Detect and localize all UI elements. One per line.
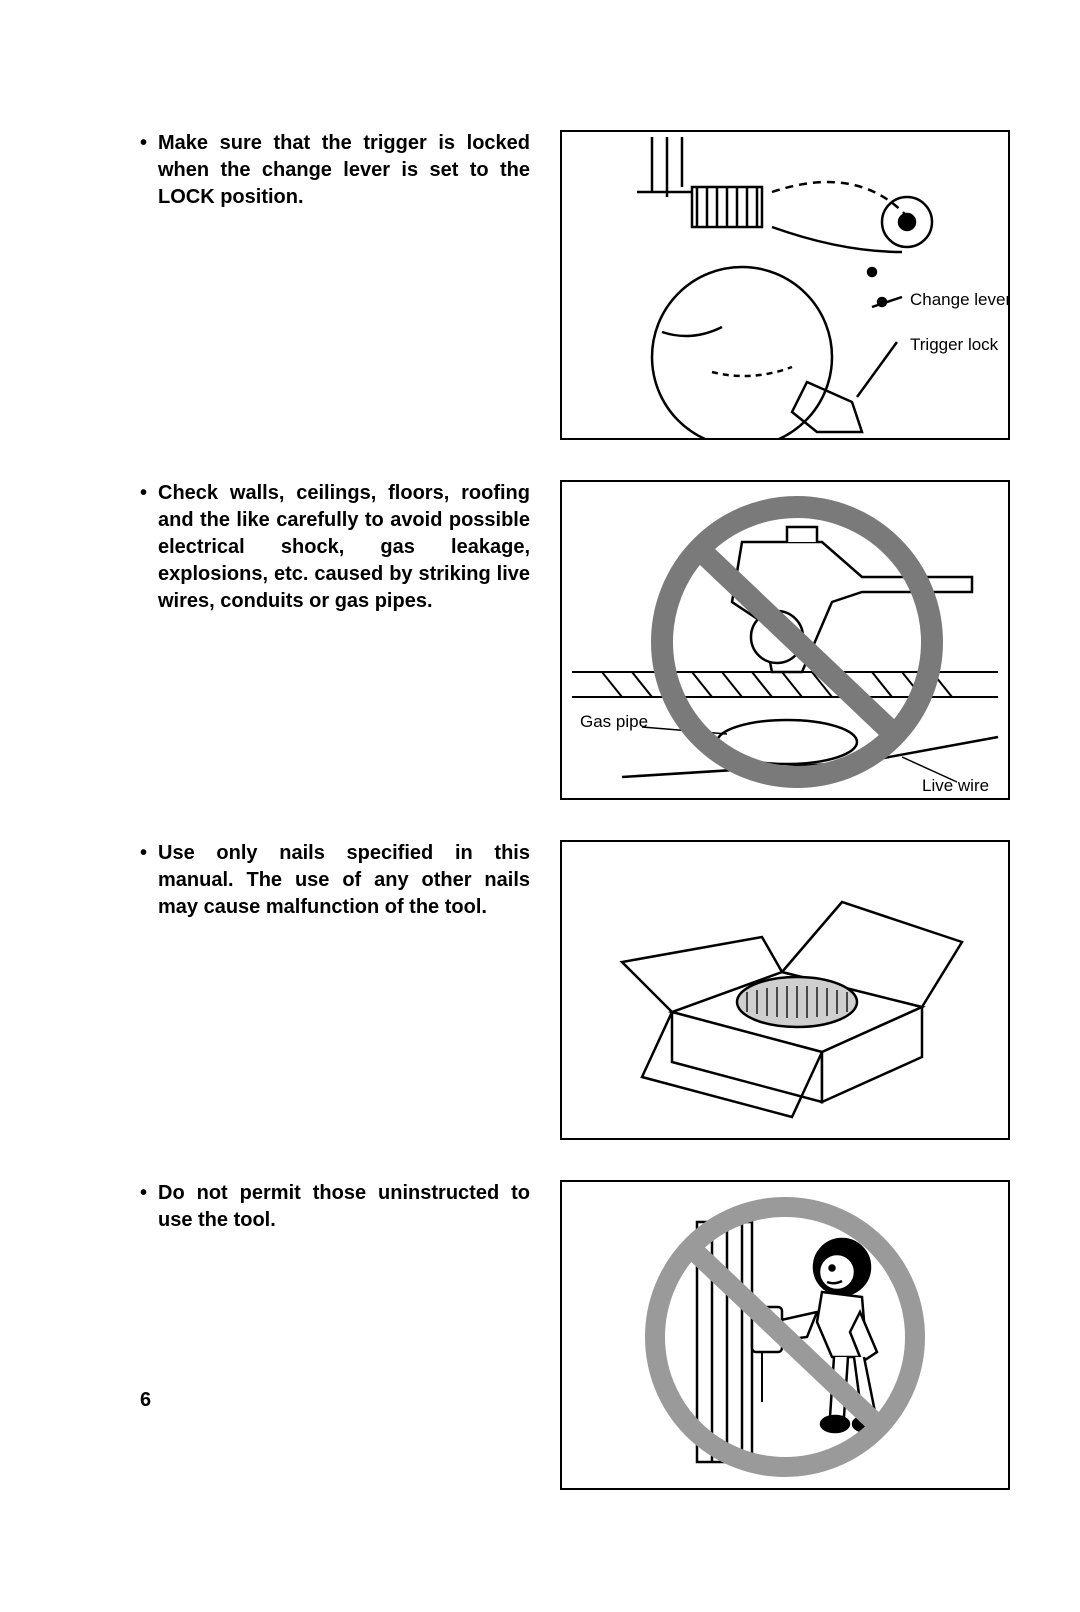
bullet-item: • Use only nails specified in this manua… [140, 840, 530, 921]
instruction-text-col: • Check walls, ceilings, floors, roofing… [140, 480, 560, 615]
instruction-row: • Do not permit those uninstructed to us… [140, 1180, 1010, 1490]
bullet-item: • Do not permit those uninstructed to us… [140, 1180, 530, 1234]
instruction-text-col: • Use only nails specified in this manua… [140, 840, 560, 921]
child-prohibition-figure [560, 1180, 1010, 1490]
trigger-lock-figure: Change lever Trigger lock [560, 130, 1010, 440]
bullet-icon: • [140, 840, 158, 921]
bullet-text: Do not permit those uninstructed to use … [158, 1180, 530, 1234]
bullet-text: Check walls, ceilings, floors, roofing a… [158, 480, 530, 615]
bullet-item: • Make sure that the trigger is locked w… [140, 130, 530, 211]
bullet-text: Use only nails specified in this manual.… [158, 840, 530, 921]
figure-col [560, 840, 1010, 1140]
instruction-row: • Use only nails specified in this manua… [140, 840, 1010, 1140]
figure-col: Change lever Trigger lock [560, 130, 1010, 440]
bullet-icon: • [140, 1180, 158, 1234]
instruction-text-col: • Do not permit those uninstructed to us… [140, 1180, 560, 1234]
bullet-icon: • [140, 480, 158, 615]
bullet-icon: • [140, 130, 158, 211]
instruction-row: • Make sure that the trigger is locked w… [140, 130, 1010, 440]
bullet-text: Make sure that the trigger is locked whe… [158, 130, 530, 211]
figure-label-live-wire: Live wire [922, 776, 989, 796]
figure-label-gas-pipe: Gas pipe [580, 712, 648, 732]
figure-label-trigger-lock: Trigger lock [910, 335, 998, 355]
page-number: 6 [140, 1389, 151, 1412]
hazard-figure: Gas pipe Live wire [560, 480, 1010, 800]
bullet-item: • Check walls, ceilings, floors, roofing… [140, 480, 530, 615]
figure-label-change-lever: Change lever [910, 290, 1010, 310]
instruction-text-col: • Make sure that the trigger is locked w… [140, 130, 560, 211]
nails-box-figure [560, 840, 1010, 1140]
figure-col: Gas pipe Live wire [560, 480, 1010, 800]
figure-col [560, 1180, 1010, 1490]
instruction-row: • Check walls, ceilings, floors, roofing… [140, 480, 1010, 800]
